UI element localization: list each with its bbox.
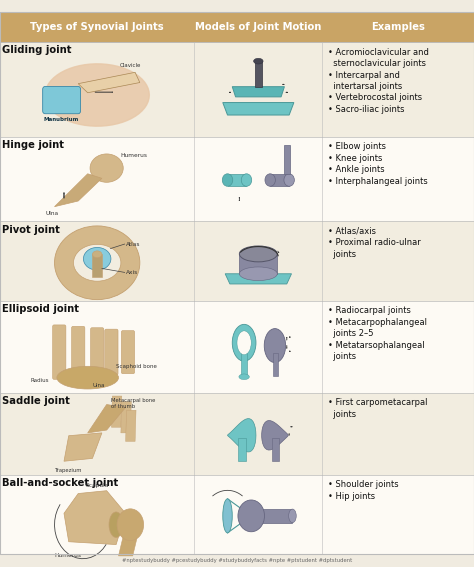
Text: Clavicle: Clavicle xyxy=(119,63,141,68)
Bar xyxy=(284,146,290,174)
Text: Hinge joint: Hinge joint xyxy=(2,140,64,150)
Text: Models of Joint Motion: Models of Joint Motion xyxy=(195,22,321,32)
Text: Ball-and-socket joint: Ball-and-socket joint xyxy=(2,478,118,488)
Bar xyxy=(228,174,246,187)
Text: Humerus: Humerus xyxy=(55,553,82,558)
Bar xyxy=(239,254,277,274)
Ellipse shape xyxy=(73,244,121,281)
Circle shape xyxy=(238,500,264,532)
Text: Atlas: Atlas xyxy=(126,242,140,247)
Bar xyxy=(238,438,246,461)
Text: Ellipsoid joint: Ellipsoid joint xyxy=(2,304,79,314)
Ellipse shape xyxy=(83,247,111,270)
Text: Humerus: Humerus xyxy=(121,153,148,158)
Text: • Elbow joints
• Knee joints
• Ankle joints
• Interphalangeal joints: • Elbow joints • Knee joints • Ankle joi… xyxy=(328,142,428,186)
FancyBboxPatch shape xyxy=(72,327,85,378)
Bar xyxy=(270,174,289,187)
Text: Trapezium: Trapezium xyxy=(55,468,82,473)
Text: Scapula: Scapula xyxy=(85,483,109,488)
Ellipse shape xyxy=(223,499,232,533)
Polygon shape xyxy=(69,161,116,198)
Text: Axis: Axis xyxy=(126,270,138,275)
FancyBboxPatch shape xyxy=(43,87,81,114)
Ellipse shape xyxy=(239,246,277,262)
Text: Pivot joint: Pivot joint xyxy=(2,225,60,235)
Polygon shape xyxy=(118,536,137,556)
Text: of thumb: of thumb xyxy=(111,404,136,409)
Text: Types of Synovial Joints: Types of Synovial Joints xyxy=(30,22,164,32)
Text: Ulna: Ulna xyxy=(45,211,58,216)
Ellipse shape xyxy=(284,174,294,187)
Polygon shape xyxy=(45,64,149,126)
Text: • Acromioclavicular and
  sternoclavicular joints
• Intercarpal and
  intertarsa: • Acromioclavicular and sternoclavicular… xyxy=(328,48,429,114)
Text: Ulna: Ulna xyxy=(92,383,105,387)
Ellipse shape xyxy=(289,509,296,523)
Ellipse shape xyxy=(57,366,118,389)
Bar xyxy=(0,221,474,301)
Polygon shape xyxy=(232,87,284,97)
Text: Scaphoid bone: Scaphoid bone xyxy=(116,364,157,369)
Polygon shape xyxy=(225,274,292,284)
Bar xyxy=(0,301,474,393)
Text: Radius: Radius xyxy=(31,378,49,383)
FancyBboxPatch shape xyxy=(105,329,118,375)
Ellipse shape xyxy=(239,267,277,281)
Bar xyxy=(0,12,474,42)
Polygon shape xyxy=(55,174,102,206)
FancyBboxPatch shape xyxy=(53,325,66,379)
Ellipse shape xyxy=(241,174,252,187)
Bar xyxy=(241,353,247,376)
Polygon shape xyxy=(64,433,102,461)
Ellipse shape xyxy=(92,251,102,257)
Text: Gliding joint: Gliding joint xyxy=(2,45,72,56)
Text: • Atlas/axis
• Proximal radio-ulnar
  joints: • Atlas/axis • Proximal radio-ulnar join… xyxy=(328,227,421,259)
FancyBboxPatch shape xyxy=(91,328,104,376)
Bar xyxy=(255,61,262,87)
Circle shape xyxy=(117,509,144,540)
Text: Examples: Examples xyxy=(371,22,425,32)
Bar xyxy=(0,393,474,475)
Ellipse shape xyxy=(264,329,285,363)
Bar xyxy=(250,509,292,523)
Polygon shape xyxy=(126,410,136,441)
Ellipse shape xyxy=(254,58,263,64)
Text: #nptestudybuddy #pcestudybuddy #studybuddyfacts #npte #ptstudent #dptstudent: #nptestudybuddy #pcestudybuddy #studybud… xyxy=(122,558,352,564)
Polygon shape xyxy=(228,418,256,452)
Polygon shape xyxy=(121,401,131,433)
Polygon shape xyxy=(223,103,294,115)
Text: Metacarpal bone: Metacarpal bone xyxy=(111,399,156,403)
Bar xyxy=(0,137,474,221)
Polygon shape xyxy=(88,404,126,433)
Bar xyxy=(273,353,278,376)
Bar xyxy=(272,438,279,461)
Polygon shape xyxy=(64,490,126,544)
Bar xyxy=(92,254,102,277)
Bar xyxy=(0,475,474,554)
Polygon shape xyxy=(262,421,288,450)
Ellipse shape xyxy=(222,174,233,187)
Ellipse shape xyxy=(90,154,123,182)
Ellipse shape xyxy=(232,324,256,361)
Bar xyxy=(0,42,474,137)
Text: • First carpometacarpal
  joints: • First carpometacarpal joints xyxy=(328,399,428,419)
Text: Saddle joint: Saddle joint xyxy=(2,396,70,406)
Text: • Shoulder joints
• Hip joints: • Shoulder joints • Hip joints xyxy=(328,480,399,501)
FancyBboxPatch shape xyxy=(121,331,135,374)
Text: • Radiocarpal joints
• Metacarpophalangeal
  joints 2–5
• Metatarsophalangeal
  : • Radiocarpal joints • Metacarpophalange… xyxy=(328,306,427,361)
Polygon shape xyxy=(78,73,140,93)
Ellipse shape xyxy=(237,331,251,355)
Ellipse shape xyxy=(55,226,140,299)
Ellipse shape xyxy=(265,174,275,187)
Polygon shape xyxy=(111,396,122,427)
Text: Manubrium: Manubrium xyxy=(44,117,79,121)
Ellipse shape xyxy=(239,374,249,380)
Ellipse shape xyxy=(109,512,123,538)
